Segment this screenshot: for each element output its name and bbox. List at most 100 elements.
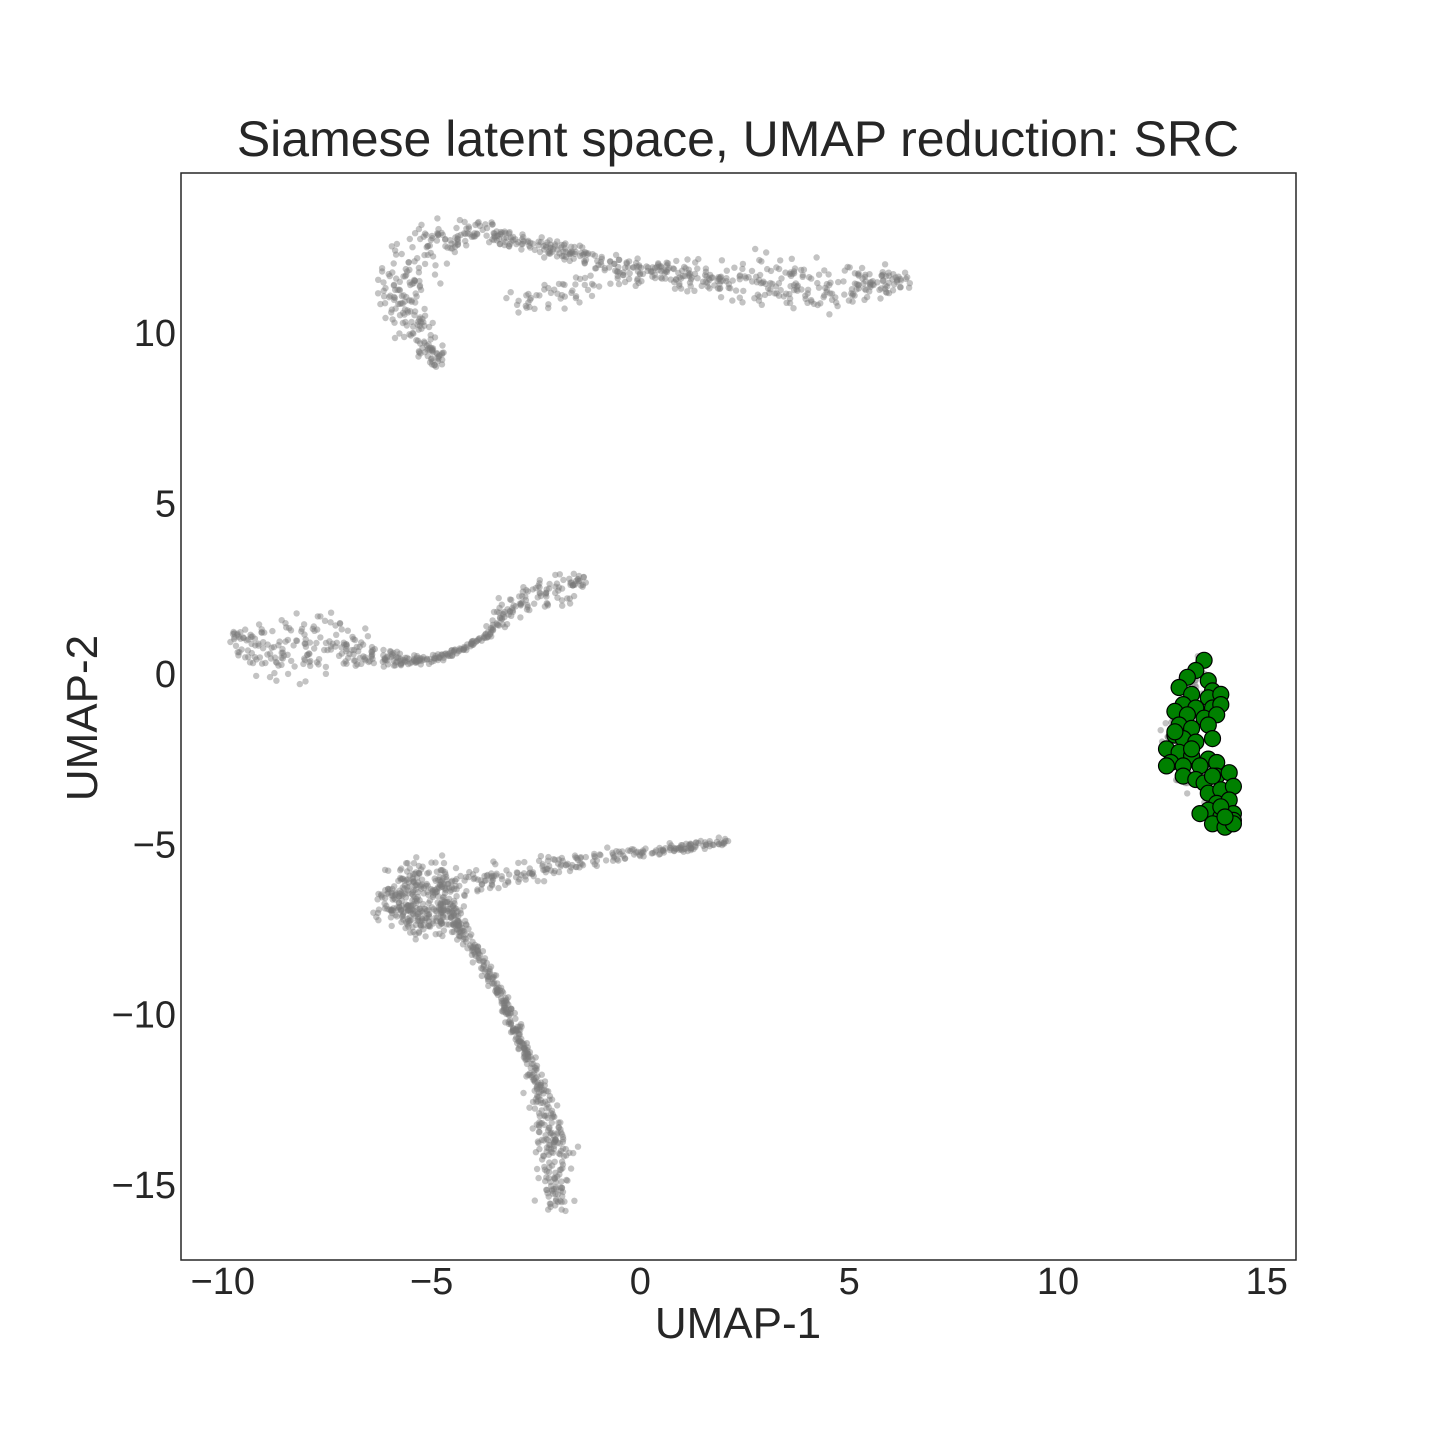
background-point: [396, 300, 404, 308]
background-point: [382, 656, 389, 664]
background-point: [271, 669, 278, 677]
background-point: [421, 230, 429, 237]
background-point: [438, 361, 446, 368]
background-point: [564, 860, 571, 867]
background-point: [275, 662, 282, 669]
background-point: [656, 850, 664, 857]
background-point: [670, 265, 678, 273]
background-point: [577, 854, 584, 862]
background-point: [552, 1190, 559, 1198]
background-point: [855, 272, 862, 279]
background-point: [409, 329, 416, 337]
background-point: [481, 877, 488, 884]
background-point: [360, 653, 367, 660]
background-point: [434, 876, 442, 884]
background-point: [717, 273, 725, 280]
background-point: [353, 643, 360, 651]
background-point: [304, 651, 311, 658]
background-point: [555, 868, 563, 876]
background-point: [385, 867, 392, 874]
background-point: [442, 887, 449, 894]
background-point: [390, 649, 397, 657]
background-point: [630, 846, 637, 853]
background-point: [375, 276, 382, 283]
background-point: [745, 274, 752, 281]
background-point: [423, 231, 430, 239]
background-point: [685, 266, 692, 273]
background-point: [452, 243, 459, 250]
background-point: [687, 841, 694, 848]
background-point: [443, 898, 450, 906]
background-point: [305, 650, 313, 657]
background-point: [412, 299, 419, 306]
background-point: [343, 641, 350, 648]
background-point: [468, 640, 475, 647]
background-point: [487, 629, 495, 636]
background-point: [490, 974, 497, 981]
background-point: [302, 643, 310, 650]
background-point: [581, 249, 588, 256]
background-point: [362, 654, 369, 661]
background-point: [558, 252, 566, 260]
background-point: [425, 906, 432, 913]
background-point: [400, 273, 407, 280]
background-point: [682, 265, 689, 272]
background-point: [546, 1124, 553, 1131]
background-point: [231, 635, 238, 643]
background-point: [452, 234, 459, 241]
background-point: [786, 299, 794, 307]
background-point: [446, 652, 454, 659]
background-point: [365, 658, 372, 666]
background-point: [434, 914, 441, 921]
background-point: [507, 1019, 514, 1026]
background-point: [509, 1027, 517, 1035]
background-point: [684, 847, 691, 855]
background-point: [437, 920, 445, 927]
background-point: [391, 891, 399, 899]
background-point: [416, 905, 423, 912]
background-point: [244, 647, 252, 654]
background-point: [452, 905, 460, 912]
background-point: [611, 260, 618, 267]
background-point: [343, 648, 350, 655]
background-point: [687, 846, 694, 854]
background-point: [538, 1136, 545, 1144]
background-point: [418, 655, 425, 662]
background-point: [637, 849, 644, 856]
background-point: [533, 1086, 541, 1093]
highlight-point: [1203, 729, 1222, 748]
background-point: [528, 1073, 535, 1081]
background-point: [398, 889, 405, 896]
background-point: [424, 346, 431, 353]
background-point: [729, 297, 736, 304]
background-point: [484, 972, 491, 980]
background-point: [576, 864, 583, 871]
background-point: [447, 237, 454, 244]
background-point: [450, 911, 457, 918]
background-point: [442, 871, 449, 878]
background-point: [897, 283, 904, 291]
background-point: [591, 854, 599, 861]
background-point: [436, 352, 443, 359]
background-point: [431, 655, 438, 662]
background-point: [634, 848, 641, 855]
background-point: [304, 651, 311, 659]
background-point: [464, 945, 471, 952]
background-point: [767, 279, 774, 287]
background-point: [361, 655, 368, 663]
background-point: [501, 228, 508, 235]
background-point: [451, 885, 458, 893]
background-point: [571, 580, 578, 588]
background-point: [523, 292, 530, 299]
background-point: [405, 655, 413, 663]
background-point: [783, 299, 790, 306]
background-point: [417, 866, 425, 873]
background-point: [411, 879, 418, 886]
background-point: [592, 265, 599, 272]
background-point: [440, 905, 447, 912]
background-point: [671, 285, 679, 292]
background-point: [851, 270, 859, 277]
background-point: [584, 251, 591, 258]
background-point: [480, 961, 488, 969]
background-point: [520, 1044, 527, 1052]
